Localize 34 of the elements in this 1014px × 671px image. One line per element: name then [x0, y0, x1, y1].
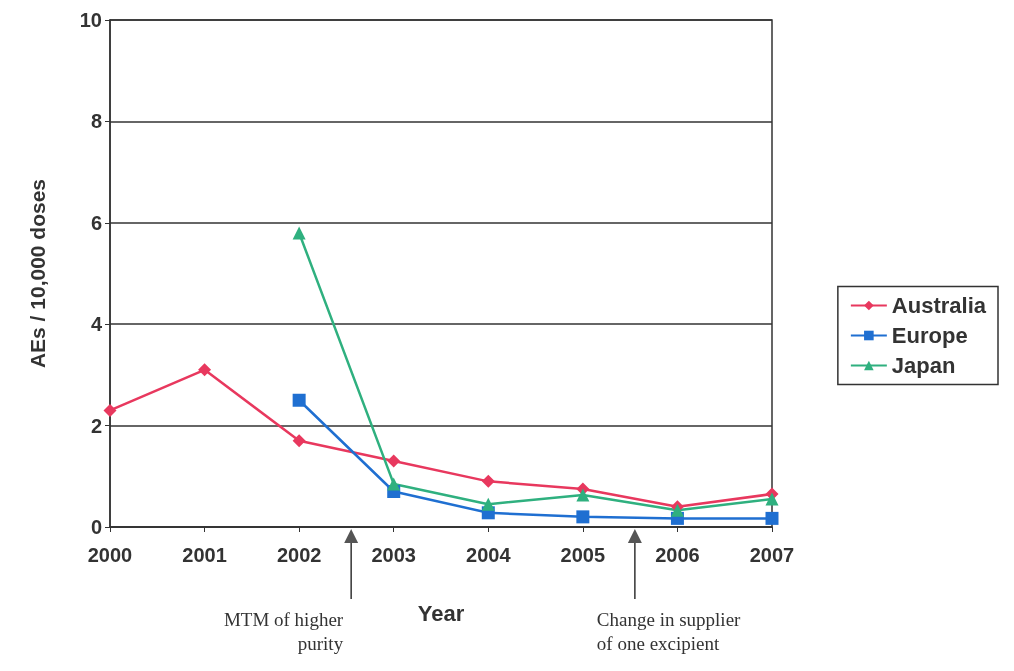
- legend-label: Australia: [891, 293, 987, 318]
- point: [387, 454, 401, 468]
- x-tick-label: 2001: [182, 544, 227, 566]
- point: [292, 434, 306, 448]
- x-tick-label: 2004: [466, 544, 512, 566]
- y-tick-label: 8: [90, 110, 102, 133]
- x-tick-label: 2000: [87, 544, 133, 566]
- legend-label: Japan: [891, 353, 956, 378]
- point: [576, 488, 590, 502]
- y-tick-label: 2: [90, 414, 102, 437]
- point: [481, 474, 495, 488]
- y-tick-label: 4: [90, 313, 103, 336]
- text: MTM of higher purity: [223, 608, 344, 654]
- x-tick-label: 2005: [560, 544, 606, 566]
- text: Change in supplier of one excipient: [596, 608, 742, 654]
- x-tick-label: 2003: [371, 544, 416, 566]
- y-tick-label: 10: [79, 9, 102, 31]
- point: [292, 226, 306, 240]
- x-tick-label: 2006: [655, 544, 700, 566]
- point: [481, 497, 495, 511]
- y-tick-label: 6: [90, 211, 102, 234]
- x-tick-label: 2002: [276, 544, 322, 566]
- point: [198, 363, 212, 377]
- y-axis-title: AEs / 10,000 doses: [26, 178, 49, 369]
- point: [387, 477, 401, 491]
- x-axis-title: Year: [417, 600, 465, 626]
- y-tick-label: 0: [90, 516, 102, 538]
- legend-label: Europe: [891, 323, 968, 348]
- point: [765, 511, 779, 525]
- point: [576, 510, 590, 524]
- point: [765, 492, 779, 506]
- x-tick-label: 2007: [749, 544, 795, 566]
- point: [292, 393, 306, 407]
- point: [103, 403, 117, 417]
